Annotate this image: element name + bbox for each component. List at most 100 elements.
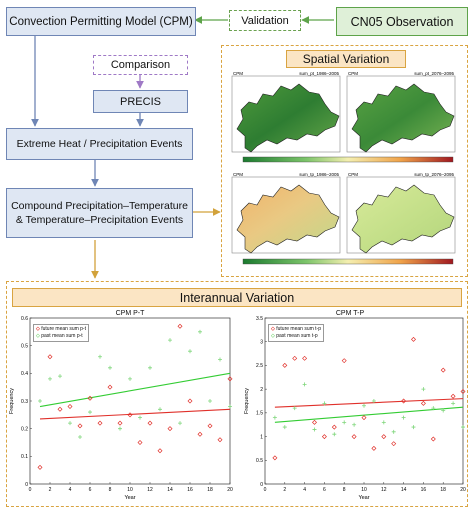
chart-pt-past-point <box>168 338 172 343</box>
chart-pt-future-point <box>157 448 163 454</box>
chart-tp-future-point <box>381 434 387 440</box>
chart-pt-xtick-label: 18 <box>207 487 213 493</box>
chart-pt-future-point <box>57 406 63 412</box>
chart-pt-past-point <box>158 407 162 412</box>
chart-tp-ylabel: Frequency <box>244 388 250 414</box>
chart-pt-past-point <box>38 399 42 403</box>
colorbar-pt <box>242 156 454 163</box>
chart-pt-future-point <box>87 395 93 401</box>
chart-tp-ytick-label: 2.5 <box>256 363 263 369</box>
chart-pt-legend: ◇ future mean sum p-t ◇ past mean sum p-… <box>33 324 89 342</box>
chart-tp-title: CPM T-P <box>335 310 365 317</box>
map-tp-future-label-right: sum_tp_2076–2095 <box>414 172 454 177</box>
chart-pt-future-point <box>107 384 113 390</box>
colorbar-tp <box>242 258 454 265</box>
chart-tp-future-point <box>401 398 407 404</box>
chart-pt-future-point <box>97 420 103 426</box>
comparison-box: Comparison <box>93 55 188 75</box>
chart-tp-future-point <box>411 336 416 342</box>
cn05-label: CN05 Observation <box>350 14 454 29</box>
chart-pt-past-point <box>228 404 232 409</box>
interannual-variation-title-text: Interannual Variation <box>179 290 295 305</box>
map-pt-future-label-right: sum_pt_2076–2095 <box>414 71 454 76</box>
chart-pt-future-point <box>167 426 173 432</box>
chart-pt-past-point <box>98 354 102 359</box>
chart-tp-plot-area <box>264 317 464 485</box>
chart-tp-ytick-label: 3 <box>260 340 263 346</box>
chart-pt-future-point <box>37 464 43 470</box>
chart-pt-ytick-label: 0.6 <box>21 316 28 322</box>
chart-pt-future-point <box>127 412 133 418</box>
chart-pt-plot-area <box>29 317 231 485</box>
chart-tp-xtick-label: 20 <box>460 487 466 493</box>
chart-pt-future-point <box>227 376 233 382</box>
map-tp-past-label-left: CPM <box>233 172 243 177</box>
chart-tp-future-point <box>321 434 327 440</box>
chart-tp-future-point <box>331 424 337 430</box>
chart-tp-xtick-label: 6 <box>323 487 326 493</box>
chart-pt-future-point <box>187 398 193 404</box>
chart-pt-future-point <box>47 354 53 360</box>
chart-pt-ytick-label: 0.3 <box>21 399 28 405</box>
chart-pt-ytick-label: 0 <box>25 482 28 488</box>
chart-pt-past-point <box>48 376 52 381</box>
map-tp-future <box>346 176 456 254</box>
map-pt-past <box>231 75 341 153</box>
chart-pt-xtick-label: 8 <box>109 487 112 493</box>
chart-tp-legend: ◇ future mean sum t-p ◇ past mean sum t-… <box>268 324 324 342</box>
validation-box: Validation <box>229 10 301 31</box>
chart-tp-xtick-label: 12 <box>381 487 387 493</box>
chart-tp-past-trend-line <box>274 406 464 423</box>
chart-pt-future-point <box>67 404 73 410</box>
chart-pt-future-point <box>197 431 203 437</box>
chart-tp-past-point <box>322 401 327 406</box>
map-pt-future-label-left: CPM <box>348 71 358 76</box>
chart-pt-past-point <box>138 415 142 420</box>
chart-pt-xtick-label: 6 <box>89 487 92 493</box>
chart-pt-future-point <box>217 437 223 443</box>
chart-tp-xtick-label: 0 <box>264 487 267 493</box>
chart-tp-past-point <box>302 382 307 387</box>
chart-tp-past-point <box>371 399 376 403</box>
chart-tp-ytick-label: 1 <box>260 434 263 440</box>
chart-tp-future-point <box>440 367 446 373</box>
chart-pt-future-point <box>117 420 123 426</box>
chart-tp-future-point <box>351 434 357 440</box>
chart-pt-xtick-label: 4 <box>69 487 72 493</box>
chart-tp-future-point <box>341 358 347 364</box>
chart-tp-future-point <box>282 362 288 368</box>
chart-pt-past-point <box>208 399 212 403</box>
map-pt-past-label-left: CPM <box>233 71 243 76</box>
map-tp-past-label-right: sum_tp_1986–2005 <box>299 172 339 177</box>
cpm-box: Convection Permitting Model (CPM) <box>6 7 196 36</box>
chart-pt-ytick-label: 0.5 <box>21 343 28 349</box>
chart-tp-future-point <box>391 441 397 447</box>
chart-pt-xtick-label: 16 <box>187 487 193 493</box>
chart-pt-past-point <box>68 421 72 426</box>
chart-pt-past-point <box>88 410 92 415</box>
chart-pt-xlabel: Year <box>124 495 135 501</box>
chart-tp-past-point <box>391 429 396 434</box>
chart-tp-ytick-label: 0 <box>260 482 263 488</box>
cpm-label: Convection Permitting Model (CPM) <box>9 15 193 28</box>
chart-pt-past-point <box>118 426 122 431</box>
precis-label: PRECIS <box>120 95 161 108</box>
chart-pt-past-point <box>128 376 132 381</box>
chart-tp-xlabel: Year <box>358 495 369 501</box>
chart-tp-future-point <box>420 400 426 406</box>
chart-pt-xtick-label: 14 <box>167 487 173 493</box>
chart-pt-past-point <box>218 357 222 362</box>
chart-pt-legend-future: ◇ future mean sum p-t <box>36 326 86 332</box>
chart-tp-xtick-label: 14 <box>401 487 407 493</box>
chart-tp-ytick-label: 2 <box>260 387 263 393</box>
chart-tp-future-point <box>460 389 466 395</box>
chart-pt-xtick-label: 10 <box>127 487 133 493</box>
chart-tp-past-point <box>362 403 366 408</box>
chart-pt-future-point <box>177 323 183 329</box>
chart-tp-past-point <box>282 425 287 430</box>
spatial-variation-title: Spatial Variation <box>286 50 406 68</box>
chart-pt-ytick-label: 0.4 <box>21 371 28 377</box>
chart-tp-past-point <box>401 415 406 420</box>
